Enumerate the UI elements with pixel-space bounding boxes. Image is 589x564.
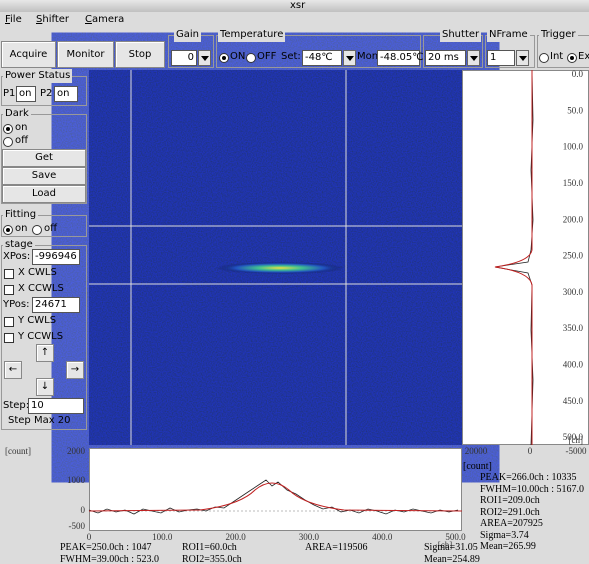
checkbox[interactable] bbox=[4, 317, 14, 327]
field-label: XPos: bbox=[3, 250, 30, 264]
stat: AREA=119506 bbox=[305, 541, 368, 555]
group-label: Trigger bbox=[539, 28, 578, 42]
radio-label: Int bbox=[550, 50, 563, 64]
set-temperature[interactable]: -48℃ bbox=[302, 50, 342, 66]
stop-button[interactable]: Stop bbox=[115, 41, 165, 68]
up-button[interactable]: ↑ bbox=[36, 344, 54, 362]
field-label: Step: bbox=[3, 399, 29, 413]
tick-label: 300.0 bbox=[563, 287, 584, 297]
tick-label: 400.0 bbox=[372, 532, 393, 542]
dropdown-button[interactable] bbox=[467, 50, 480, 66]
stat: Mean=265.99 bbox=[480, 540, 536, 554]
radio[interactable] bbox=[3, 225, 13, 235]
radio-label: Ex bbox=[578, 50, 589, 64]
p1-field: on bbox=[16, 86, 36, 102]
field-label: P2 bbox=[40, 87, 52, 101]
dropdown-button[interactable] bbox=[198, 50, 211, 66]
radio-label: off bbox=[15, 134, 28, 148]
tick-label: 50.0 bbox=[567, 105, 583, 115]
tick-label: -5000 bbox=[566, 446, 587, 456]
tick-label: [ch] bbox=[569, 435, 584, 445]
nframe-select[interactable]: 1 bbox=[487, 50, 515, 66]
stat: FWHM=39.00ch : 523.0 bbox=[60, 553, 159, 564]
monitor-button[interactable]: Monitor bbox=[57, 41, 114, 68]
ypos-field[interactable]: 24671 bbox=[32, 297, 80, 313]
p2-field: on bbox=[54, 86, 78, 102]
xpos-field[interactable]: -996946 bbox=[32, 249, 80, 265]
radio-label: off bbox=[44, 222, 57, 236]
menu-item[interactable]: File bbox=[5, 13, 22, 27]
group-label: Power Status bbox=[3, 69, 72, 83]
right-button[interactable]: → bbox=[66, 361, 84, 379]
radio-label: ON bbox=[230, 50, 245, 64]
spectrum-plot bbox=[90, 449, 462, 531]
checkbox-label: X CCWLS bbox=[18, 282, 64, 296]
stat: ROI2=355.0ch bbox=[182, 553, 242, 564]
stat: Mean=254.89 bbox=[424, 553, 480, 564]
field-label: P1 bbox=[3, 87, 15, 101]
tick-label: 150.0 bbox=[563, 178, 584, 188]
load-button[interactable]: Load bbox=[2, 185, 86, 203]
get-button[interactable]: Get bbox=[2, 149, 86, 167]
tick-label: 1000 bbox=[67, 475, 86, 485]
shutter-select[interactable]: 20 ms bbox=[425, 50, 466, 66]
checkbox-label: Y CWLS bbox=[18, 314, 56, 328]
group-label: Shutter bbox=[440, 28, 481, 42]
monitor-temperature: -48.05℃ bbox=[377, 50, 420, 66]
group-label: Fitting bbox=[3, 208, 38, 222]
radio[interactable] bbox=[219, 53, 229, 63]
radio[interactable] bbox=[539, 53, 549, 63]
beam-spot bbox=[216, 262, 344, 274]
tick-label: [count] bbox=[5, 446, 31, 456]
acquire-button[interactable]: Acquire bbox=[1, 41, 56, 68]
checkbox[interactable] bbox=[4, 333, 14, 343]
step-max: Step Max 20 bbox=[8, 414, 71, 428]
down-button[interactable]: ↓ bbox=[36, 378, 54, 396]
dropdown-button[interactable] bbox=[516, 50, 529, 66]
checkbox[interactable] bbox=[4, 269, 14, 279]
checkbox[interactable] bbox=[4, 285, 14, 295]
left-button[interactable]: ← bbox=[4, 361, 22, 379]
radio-label: on bbox=[15, 222, 27, 236]
radio-label: on bbox=[15, 121, 27, 135]
gain-select[interactable]: 0 bbox=[171, 50, 197, 66]
tick-label: 250.0 bbox=[563, 251, 584, 261]
menu-item[interactable]: Camera bbox=[85, 13, 124, 27]
tick-label: 0.0 bbox=[572, 69, 584, 79]
window-title: xsr bbox=[290, 0, 305, 13]
radio-label: OFF bbox=[257, 50, 276, 64]
radio[interactable] bbox=[3, 137, 13, 147]
tick-label: 0 bbox=[528, 446, 533, 456]
field-label: Set: bbox=[281, 50, 301, 64]
tick-label: 450.0 bbox=[563, 396, 584, 406]
step-field[interactable]: 10 bbox=[28, 398, 84, 414]
dropdown-button[interactable] bbox=[343, 50, 356, 66]
radio[interactable] bbox=[246, 53, 256, 63]
tick-label: 100.0 bbox=[152, 532, 173, 542]
field-label: YPos: bbox=[3, 298, 29, 312]
tick-label: 20000 bbox=[465, 446, 488, 456]
image-noise bbox=[89, 70, 462, 445]
app-window: 0.0 50.0 100.0 150.0 200.0 250.0 300.0 350.0 400… bbox=[0, 0, 589, 564]
group-label: Gain bbox=[174, 28, 201, 42]
radio[interactable] bbox=[3, 124, 13, 134]
tick-label: 400.0 bbox=[563, 359, 584, 369]
menu-item[interactable]: Shifter bbox=[36, 13, 69, 27]
tick-label: 0 bbox=[81, 505, 86, 515]
group-label: Dark bbox=[3, 107, 31, 121]
radio[interactable] bbox=[567, 53, 577, 63]
checkbox-label: Y CCWLS bbox=[18, 330, 63, 344]
checkbox-label: X CWLS bbox=[18, 266, 57, 280]
tick-label: 200.0 bbox=[563, 214, 584, 224]
tick-label: 100.0 bbox=[563, 142, 584, 152]
save-button[interactable]: Save bbox=[2, 167, 86, 185]
radio[interactable] bbox=[32, 225, 42, 235]
group-label: Temperature bbox=[218, 28, 285, 42]
tick-label: 350.0 bbox=[563, 323, 584, 333]
tick-label: 2000 bbox=[67, 446, 86, 456]
tick-label: -500 bbox=[69, 521, 86, 531]
group-label: NFrame bbox=[487, 28, 530, 42]
